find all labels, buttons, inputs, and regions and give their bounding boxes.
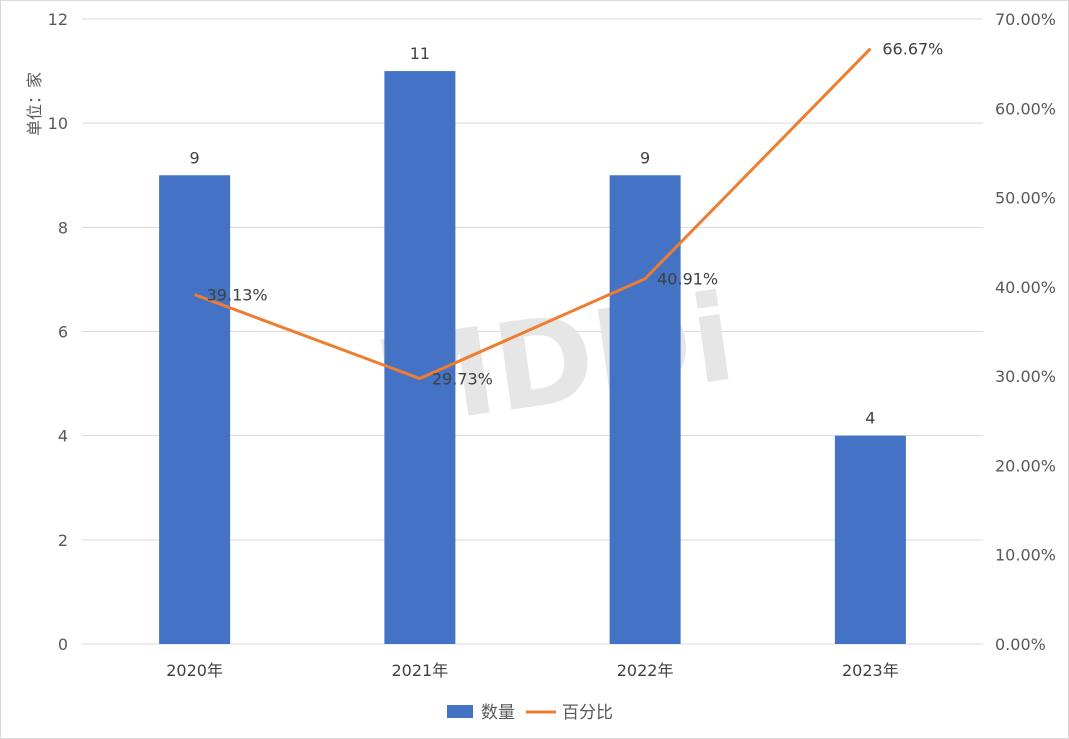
y2-tick-label: 20.00% [995,456,1056,475]
y-tick-label: 10 [48,114,68,133]
legend-swatch-bar [447,705,473,718]
y2-tick-label: 30.00% [995,367,1056,386]
x-tick-label: 2021年 [392,661,449,680]
y-axis-label: 单位：家 [25,72,44,136]
bar [384,71,456,645]
data-labels: 9 11 9 4 39.13% 29.73% 40.91% 66.67% [190,40,944,428]
y-tick-label: 4 [58,427,68,446]
bar-value-label: 11 [410,44,430,63]
bar-series [159,71,906,645]
y-tick-label: 6 [58,323,68,342]
legend-label-line: 百分比 [562,703,613,723]
x-axis-ticks: 2020年 2021年 2022年 2023年 [166,661,898,680]
y-tick-label: 8 [58,218,68,237]
bar [834,435,906,644]
y-tick-label: 12 [48,10,68,29]
y2-tick-label: 10.00% [995,546,1056,565]
right-axis-ticks: 0.00% 10.00% 20.00% 30.00% 40.00% 50.00% 60.00… [995,10,1056,654]
bar-value-label: 4 [865,409,875,428]
x-tick-label: 2022年 [617,661,674,680]
line-series [194,47,872,381]
bar-value-label: 9 [190,148,200,167]
y2-tick-label: 60.00% [995,99,1056,118]
bar [609,175,681,644]
legend-label-bar: 数量 [481,703,515,723]
y-tick-label: 2 [58,531,68,550]
x-tick-label: 2023年 [842,661,899,680]
left-axis-ticks: 0 2 4 6 8 10 12 [48,10,68,654]
y-tick-label: 0 [58,635,68,654]
x-tick-label: 2020年 [166,661,223,680]
line-value-label: 66.67% [882,40,943,59]
bar [159,175,231,644]
y2-tick-label: 40.00% [995,278,1056,297]
y2-tick-label: 50.00% [995,189,1056,208]
line-value-label: 29.73% [432,370,493,389]
y2-tick-label: 0.00% [995,635,1046,654]
line-path [194,47,872,381]
gridlines [82,18,983,645]
bar-value-label: 9 [640,148,650,167]
y2-tick-label: 70.00% [995,10,1056,29]
legend: 数量 百分比 [447,703,613,723]
line-value-label: 39.13% [207,286,268,305]
line-value-label: 40.91% [657,270,718,289]
